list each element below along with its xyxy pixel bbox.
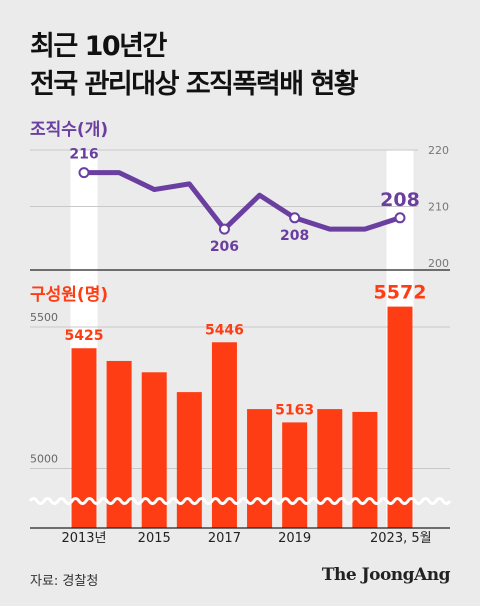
- line-data-label: 208: [380, 189, 420, 211]
- line-axis-label: 조직수(개): [30, 120, 108, 140]
- bar-data-label: 5163: [275, 402, 314, 418]
- member-bar: [352, 411, 378, 528]
- x-tick-label: 2017: [208, 531, 241, 546]
- title-line-2: 전국 관리대상 조직폭력배 현황: [30, 69, 359, 100]
- axis-break-wave: [28, 497, 452, 505]
- line-point: [218, 223, 230, 235]
- publisher-logo: The JoongAng: [321, 565, 451, 585]
- member-bar: [387, 306, 413, 528]
- member-bar: [141, 372, 167, 528]
- bar-y-tick-label: 5500: [30, 311, 58, 324]
- line-data-label: 216: [69, 147, 98, 163]
- line-point: [394, 212, 406, 224]
- x-tick-label: 2013년: [61, 531, 106, 546]
- bar-y-tick-label: 5000: [30, 453, 58, 466]
- x-tick-label: 2015: [138, 531, 171, 546]
- x-tick-label: 2023, 5월: [370, 531, 432, 546]
- member-bar: [282, 422, 308, 528]
- line-data-label: 206: [210, 239, 239, 255]
- bar-data-label: 5572: [374, 282, 427, 304]
- member-bar: [317, 409, 343, 528]
- bar-axis-label: 구성원(명): [30, 285, 108, 305]
- org-count-line: [81, 170, 403, 232]
- title-line-1: 최근 10년간: [30, 31, 167, 62]
- member-bar: [247, 409, 273, 528]
- chart-title: 최근 10년간 전국 관리대상 조직폭력배 현황: [30, 28, 359, 104]
- line-y-tick-label: 200: [428, 257, 449, 270]
- bar-data-label: 5446: [205, 322, 244, 338]
- line-data-label: 208: [280, 228, 309, 244]
- source-note: 자료: 경찰청: [30, 574, 99, 589]
- bar-data-label: 5425: [65, 328, 104, 344]
- line-y-tick-label: 210: [428, 201, 449, 214]
- line-point: [78, 167, 90, 179]
- line-point: [289, 212, 301, 224]
- x-tick-label: 2019: [278, 531, 311, 546]
- member-bar: [211, 342, 237, 528]
- member-bar: [176, 392, 202, 528]
- line-y-tick-label: 220: [428, 144, 449, 157]
